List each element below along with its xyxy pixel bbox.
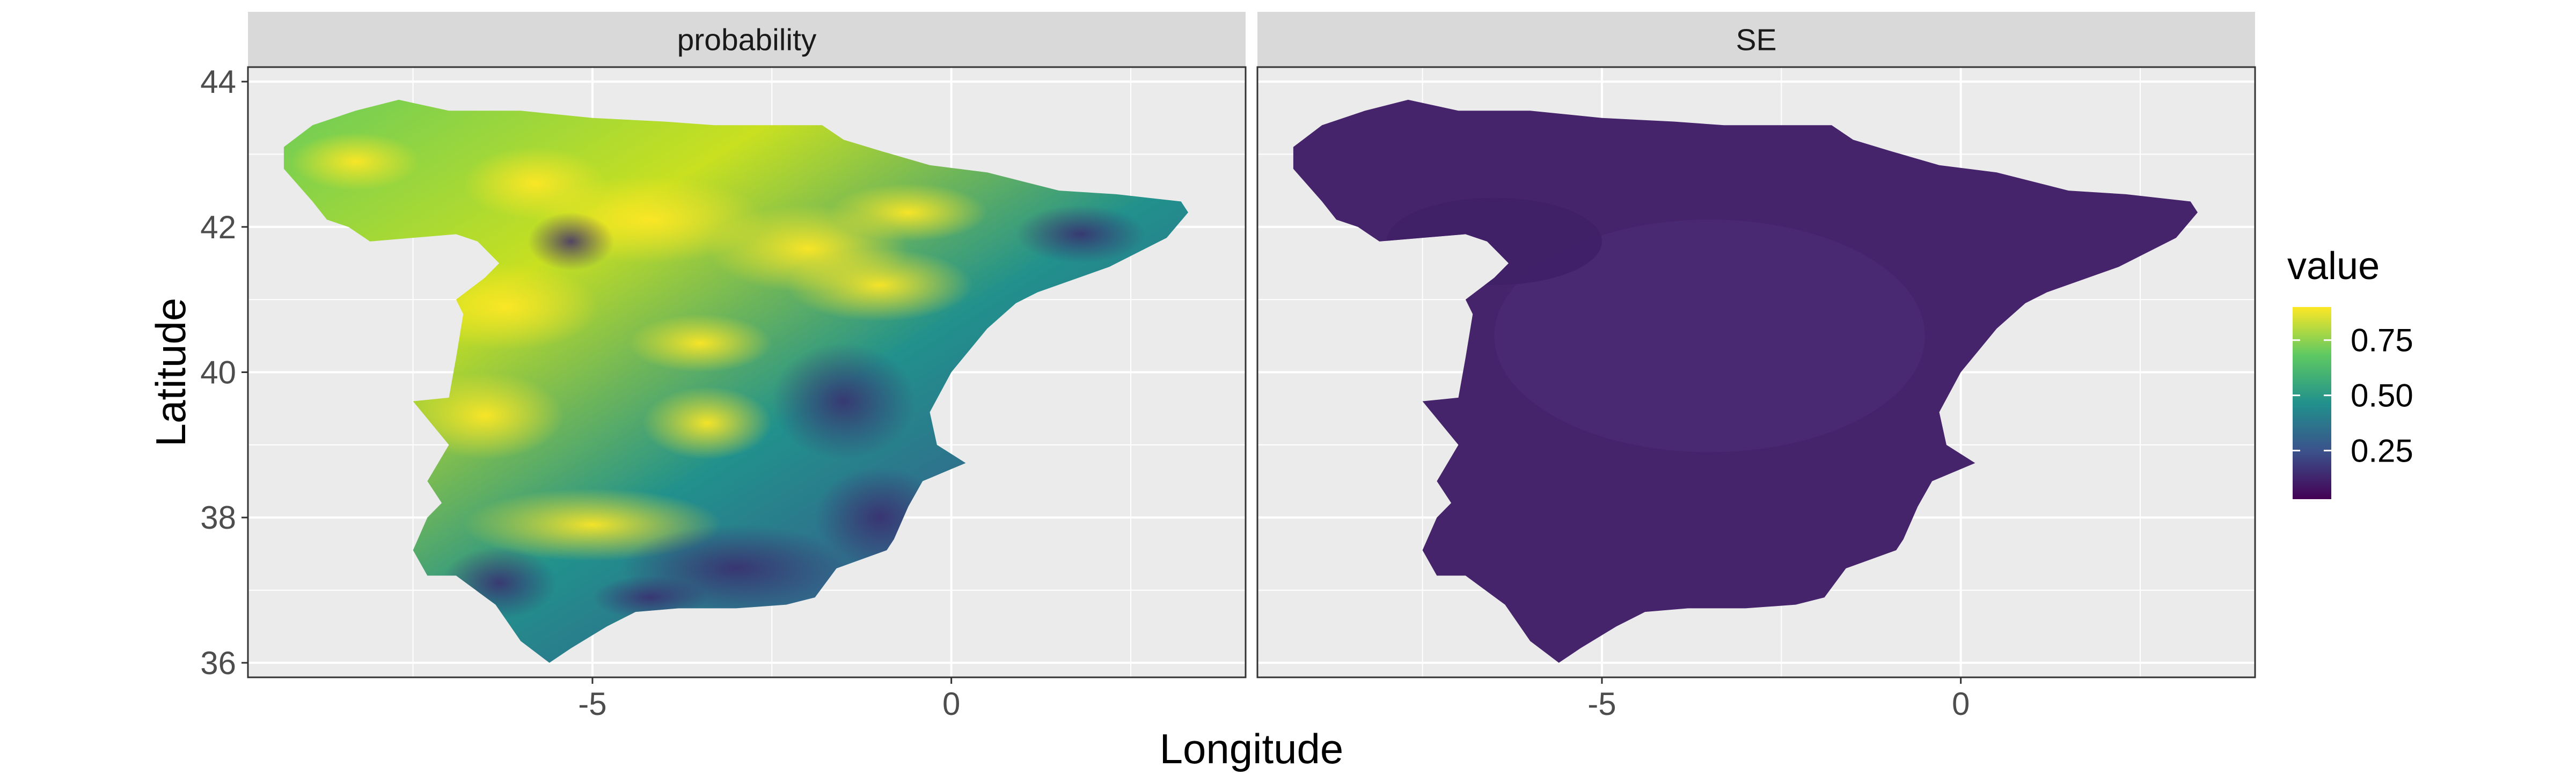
facet-strip-se (1257, 12, 2255, 67)
x-axis-title: Longitude (1160, 725, 1344, 772)
y-tick-label: 36 (200, 645, 236, 681)
y-tick-label: 44 (200, 64, 236, 100)
y-tick-label: 38 (200, 500, 236, 536)
legend-label: 0.50 (2351, 378, 2413, 414)
legend-label: 0.25 (2351, 433, 2413, 469)
legend-title: value (2287, 245, 2380, 288)
facet-label-probability: probability (677, 23, 817, 57)
y-tick-label: 40 (200, 355, 236, 391)
legend-label: 0.75 (2351, 323, 2413, 359)
x-tick-label: -5 (1587, 686, 1616, 722)
x-tick-label: 0 (1952, 686, 1970, 722)
facet-strip-probability (248, 12, 1246, 67)
x-tick-label: 0 (942, 686, 960, 722)
facet-label-se: SE (1736, 23, 1776, 57)
panel-border (1256, 66, 2256, 678)
x-tick-label: -5 (578, 686, 606, 722)
legend-colorbar (2293, 307, 2331, 499)
y-axis-title: Latitude (147, 298, 194, 447)
y-tick-label: 42 (200, 209, 236, 245)
